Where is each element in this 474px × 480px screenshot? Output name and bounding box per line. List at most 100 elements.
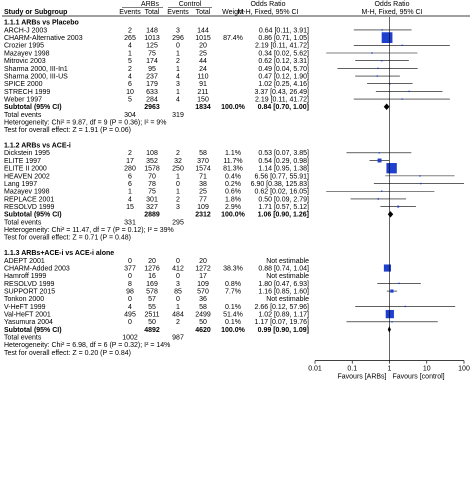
- point-estimate: [391, 321, 393, 323]
- study-events-arbs: 2: [128, 27, 132, 34]
- study-total-arbs: 20: [148, 258, 156, 265]
- study-total-control: 211: [197, 89, 208, 96]
- study-ci: 0.64 [0.11, 3.91]: [259, 27, 309, 34]
- study-total-arbs: 352: [146, 158, 158, 165]
- point-estimate: [377, 67, 379, 70]
- study-total-control: 370: [197, 158, 209, 165]
- study-weight: 1.1%: [225, 150, 241, 157]
- study-name: Crozier 1995: [4, 43, 44, 50]
- point-estimate: [381, 29, 383, 31]
- total-events-label: Total events: [4, 112, 42, 119]
- study-total-control: 36: [199, 296, 207, 303]
- subtotal-ci: 1.06 [0.90, 1.26]: [258, 212, 309, 219]
- study-weight: 81.3%: [223, 166, 243, 173]
- study-weight: 38.3%: [223, 265, 243, 272]
- study-total-arbs: 75: [148, 50, 156, 57]
- study-events-arbs: 5: [128, 96, 132, 103]
- study-ci: 2.19 [0.11, 41.72]: [255, 96, 309, 103]
- study-weight: 2.9%: [225, 204, 241, 211]
- study-name: Mitrovic 2003: [4, 58, 46, 65]
- study-total-control: 24: [199, 66, 207, 73]
- study-events-control: 2: [176, 58, 180, 65]
- study-total-control: 58: [199, 150, 207, 157]
- study-events-control: 1: [176, 89, 180, 96]
- study-events-control: 1: [176, 304, 180, 311]
- study-events-control: 3: [176, 27, 180, 34]
- study-ci: 0.62 [0.02, 16.05]: [255, 189, 310, 196]
- study-weight: 7.7%: [225, 288, 241, 295]
- subtotal-weight: 100.0%: [221, 327, 246, 334]
- study-ci: 1.17 [0.07, 19.76]: [255, 319, 310, 326]
- header-total-arbs: Total: [145, 9, 160, 16]
- study-events-arbs: 17: [126, 158, 134, 165]
- point-estimate: [397, 205, 400, 208]
- study-total-arbs: 301: [146, 196, 158, 203]
- study-total-arbs: 174: [146, 58, 158, 65]
- study-total-arbs: 1013: [144, 35, 160, 42]
- study-ci: 1.71 [0.57, 5.12]: [258, 204, 309, 211]
- point-estimate: [383, 264, 391, 272]
- study-total-arbs: 95: [148, 66, 156, 73]
- point-estimate: [378, 152, 380, 154]
- study-weight: 0.6%: [225, 189, 241, 196]
- study-total-control: 109: [197, 204, 209, 211]
- overall-effect-text: Test for overall effect: Z = 1.91 (P = 0…: [4, 127, 131, 134]
- point-estimate: [398, 282, 400, 285]
- x-tick-label: 10: [423, 366, 431, 373]
- study-total-arbs: 169: [146, 281, 158, 288]
- x-tick-label: 100: [458, 366, 470, 373]
- study-events-arbs: 280: [124, 166, 136, 173]
- study-events-arbs: 0: [128, 273, 132, 280]
- study-total-control: 570: [197, 288, 209, 295]
- header-arbs: ARBs: [141, 1, 159, 8]
- study-events-control: 85: [174, 288, 182, 295]
- study-ci: 0.88 [0.74, 1.04]: [258, 265, 309, 272]
- study-name: SPICE 2000: [4, 81, 43, 88]
- study-total-arbs: 327: [146, 204, 158, 211]
- study-ci: 1.16 [0.85, 1.60]: [258, 288, 309, 295]
- study-total-control: 1574: [195, 166, 211, 173]
- subtotal-label: Subtotal (95% CI): [4, 327, 62, 334]
- study-total-arbs: 148: [146, 27, 158, 34]
- subtotal-weight: 100.0%: [221, 212, 246, 219]
- study-name: ADEPT 2001: [4, 258, 45, 265]
- study-events-arbs: 10: [126, 89, 134, 96]
- study-total-control: 25: [199, 50, 207, 57]
- study-ci: 1.80 [0.47, 6.93]: [258, 281, 309, 288]
- study-name: Hamroff 1999: [4, 273, 46, 280]
- subgroup-title: 1.1.1 ARBs vs Placebo: [4, 20, 79, 27]
- study-ci: 0.53 [0.07, 3.85]: [258, 150, 309, 157]
- study-name: STRECH 1999: [4, 89, 50, 96]
- study-weight: 0.1%: [225, 319, 241, 326]
- study-total-control: 25: [199, 189, 207, 196]
- study-events-arbs: 377: [124, 265, 136, 272]
- study-events-control: 296: [172, 35, 184, 42]
- study-name: ARCH-J 2003: [4, 27, 47, 34]
- study-name: Weber 1997: [4, 96, 42, 103]
- study-events-arbs: 4: [128, 196, 132, 203]
- study-ci: 1.02 [0.25, 4.16]: [258, 81, 309, 88]
- study-events-arbs: 4: [128, 43, 132, 50]
- study-name: V-HeFT 1999: [4, 304, 46, 311]
- study-events-arbs: 4: [128, 73, 132, 80]
- study-total-control: 2499: [195, 312, 211, 319]
- header-total-control: Total: [196, 9, 211, 16]
- header-odds-ratio-left: Odds Ratio: [250, 1, 285, 8]
- subtotal-total-control: 2312: [195, 212, 211, 219]
- x-tick-label: 0.1: [347, 366, 357, 373]
- study-name: CHARM-Alternative 2003: [4, 35, 83, 42]
- study-name: Lang 1997: [4, 181, 37, 188]
- subtotal-ci: 0.99 [0.90, 1.09]: [258, 327, 309, 334]
- header-weight: Weight: [222, 9, 244, 16]
- study-total-control: 71: [199, 173, 207, 180]
- study-total-arbs: 1578: [144, 166, 160, 173]
- study-ci: 0.86 [0.71, 1.05]: [258, 35, 309, 42]
- study-ci: 0.54 [0.29, 0.98]: [258, 158, 309, 165]
- study-events-control: 0: [176, 43, 180, 50]
- overall-effect-text: Test for overall effect: Z = 0.71 (P = 0…: [4, 235, 131, 242]
- total-events-label: Total events: [4, 219, 42, 226]
- favours-left-label: Favours [ARBs]: [337, 374, 386, 381]
- point-estimate: [377, 198, 380, 200]
- study-total-control: 1272: [195, 265, 211, 272]
